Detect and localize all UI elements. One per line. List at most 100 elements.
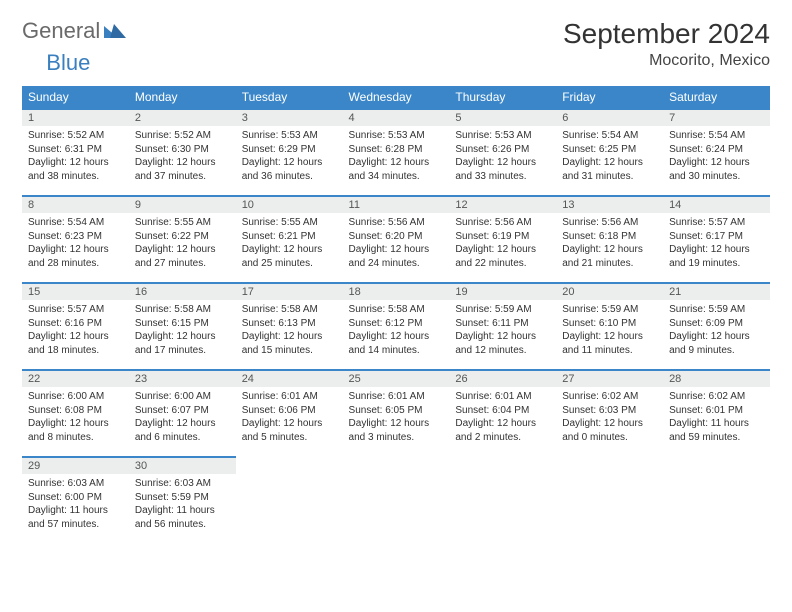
day-number: 15 — [22, 284, 129, 300]
day-d2: and 6 minutes. — [135, 431, 230, 445]
day-d2: and 15 minutes. — [242, 344, 337, 358]
day-details: Sunrise: 5:52 AMSunset: 6:31 PMDaylight:… — [22, 126, 129, 195]
day-number: 27 — [556, 371, 663, 387]
location-label: Mocorito, Mexico — [563, 52, 770, 70]
day-number: 22 — [22, 371, 129, 387]
day-d1: Daylight: 11 hours — [135, 504, 230, 518]
day-cell: 22Sunrise: 6:00 AMSunset: 6:08 PMDayligh… — [22, 370, 129, 457]
day-cell: 20Sunrise: 5:59 AMSunset: 6:10 PMDayligh… — [556, 283, 663, 370]
day-details: Sunrise: 6:02 AMSunset: 6:01 PMDaylight:… — [663, 387, 770, 456]
day-d1: Daylight: 12 hours — [242, 156, 337, 170]
day-sr: Sunrise: 6:01 AM — [242, 390, 337, 404]
day-number: 4 — [343, 110, 450, 126]
day-d2: and 8 minutes. — [28, 431, 123, 445]
day-d1: Daylight: 12 hours — [669, 156, 764, 170]
day-cell: 24Sunrise: 6:01 AMSunset: 6:06 PMDayligh… — [236, 370, 343, 457]
day-number: 25 — [343, 371, 450, 387]
day-d2: and 3 minutes. — [349, 431, 444, 445]
day-cell: 6Sunrise: 5:54 AMSunset: 6:25 PMDaylight… — [556, 109, 663, 196]
day-header: Thursday — [449, 86, 556, 109]
day-d2: and 57 minutes. — [28, 518, 123, 532]
day-d2: and 30 minutes. — [669, 170, 764, 184]
day-d2: and 0 minutes. — [562, 431, 657, 445]
day-sr: Sunrise: 5:58 AM — [349, 303, 444, 317]
day-cell: 19Sunrise: 5:59 AMSunset: 6:11 PMDayligh… — [449, 283, 556, 370]
day-number: 6 — [556, 110, 663, 126]
day-d2: and 28 minutes. — [28, 257, 123, 271]
day-cell: 3Sunrise: 5:53 AMSunset: 6:29 PMDaylight… — [236, 109, 343, 196]
calendar-table: Sunday Monday Tuesday Wednesday Thursday… — [22, 86, 770, 543]
day-ss: Sunset: 6:13 PM — [242, 317, 337, 331]
day-sr: Sunrise: 6:01 AM — [455, 390, 550, 404]
day-header-row: Sunday Monday Tuesday Wednesday Thursday… — [22, 86, 770, 109]
day-number: 16 — [129, 284, 236, 300]
week-row: 1Sunrise: 5:52 AMSunset: 6:31 PMDaylight… — [22, 109, 770, 196]
brand-logo: General — [22, 18, 126, 44]
day-d2: and 59 minutes. — [669, 431, 764, 445]
day-sr: Sunrise: 5:55 AM — [135, 216, 230, 230]
day-ss: Sunset: 6:28 PM — [349, 143, 444, 157]
day-d1: Daylight: 12 hours — [562, 243, 657, 257]
day-ss: Sunset: 6:25 PM — [562, 143, 657, 157]
day-d1: Daylight: 12 hours — [28, 156, 123, 170]
day-sr: Sunrise: 5:55 AM — [242, 216, 337, 230]
day-sr: Sunrise: 5:59 AM — [669, 303, 764, 317]
day-details: Sunrise: 5:52 AMSunset: 6:30 PMDaylight:… — [129, 126, 236, 195]
day-cell: 14Sunrise: 5:57 AMSunset: 6:17 PMDayligh… — [663, 196, 770, 283]
week-row: 22Sunrise: 6:00 AMSunset: 6:08 PMDayligh… — [22, 370, 770, 457]
day-cell: 21Sunrise: 5:59 AMSunset: 6:09 PMDayligh… — [663, 283, 770, 370]
day-ss: Sunset: 6:20 PM — [349, 230, 444, 244]
day-details: Sunrise: 5:58 AMSunset: 6:15 PMDaylight:… — [129, 300, 236, 369]
day-number: 2 — [129, 110, 236, 126]
day-number: 8 — [22, 197, 129, 213]
day-cell: 23Sunrise: 6:00 AMSunset: 6:07 PMDayligh… — [129, 370, 236, 457]
day-sr: Sunrise: 5:56 AM — [455, 216, 550, 230]
day-ss: Sunset: 6:18 PM — [562, 230, 657, 244]
day-ss: Sunset: 6:24 PM — [669, 143, 764, 157]
day-details: Sunrise: 5:59 AMSunset: 6:10 PMDaylight:… — [556, 300, 663, 369]
day-cell: 25Sunrise: 6:01 AMSunset: 6:05 PMDayligh… — [343, 370, 450, 457]
day-ss: Sunset: 6:10 PM — [562, 317, 657, 331]
day-number: 1 — [22, 110, 129, 126]
day-number: 9 — [129, 197, 236, 213]
day-number: 29 — [22, 458, 129, 474]
day-d2: and 24 minutes. — [349, 257, 444, 271]
day-details: Sunrise: 5:57 AMSunset: 6:17 PMDaylight:… — [663, 213, 770, 282]
day-d2: and 11 minutes. — [562, 344, 657, 358]
day-d2: and 19 minutes. — [669, 257, 764, 271]
day-d1: Daylight: 12 hours — [562, 417, 657, 431]
day-details: Sunrise: 6:00 AMSunset: 6:07 PMDaylight:… — [129, 387, 236, 456]
day-ss: Sunset: 6:08 PM — [28, 404, 123, 418]
day-cell: 26Sunrise: 6:01 AMSunset: 6:04 PMDayligh… — [449, 370, 556, 457]
day-cell: 7Sunrise: 5:54 AMSunset: 6:24 PMDaylight… — [663, 109, 770, 196]
day-ss: Sunset: 6:11 PM — [455, 317, 550, 331]
day-cell: 10Sunrise: 5:55 AMSunset: 6:21 PMDayligh… — [236, 196, 343, 283]
day-ss: Sunset: 6:07 PM — [135, 404, 230, 418]
day-ss: Sunset: 6:21 PM — [242, 230, 337, 244]
day-d2: and 18 minutes. — [28, 344, 123, 358]
day-cell: 1Sunrise: 5:52 AMSunset: 6:31 PMDaylight… — [22, 109, 129, 196]
day-number: 7 — [663, 110, 770, 126]
day-sr: Sunrise: 5:56 AM — [562, 216, 657, 230]
day-d1: Daylight: 12 hours — [242, 243, 337, 257]
day-details: Sunrise: 5:53 AMSunset: 6:28 PMDaylight:… — [343, 126, 450, 195]
day-details: Sunrise: 5:57 AMSunset: 6:16 PMDaylight:… — [22, 300, 129, 369]
day-details: Sunrise: 6:02 AMSunset: 6:03 PMDaylight:… — [556, 387, 663, 456]
day-cell: 28Sunrise: 6:02 AMSunset: 6:01 PMDayligh… — [663, 370, 770, 457]
day-d1: Daylight: 12 hours — [562, 330, 657, 344]
day-ss: Sunset: 6:22 PM — [135, 230, 230, 244]
day-details: Sunrise: 5:59 AMSunset: 6:09 PMDaylight:… — [663, 300, 770, 369]
day-cell: 18Sunrise: 5:58 AMSunset: 6:12 PMDayligh… — [343, 283, 450, 370]
day-details: Sunrise: 5:56 AMSunset: 6:19 PMDaylight:… — [449, 213, 556, 282]
day-cell: 5Sunrise: 5:53 AMSunset: 6:26 PMDaylight… — [449, 109, 556, 196]
day-sr: Sunrise: 5:57 AM — [28, 303, 123, 317]
day-sr: Sunrise: 5:59 AM — [562, 303, 657, 317]
day-cell: 15Sunrise: 5:57 AMSunset: 6:16 PMDayligh… — [22, 283, 129, 370]
day-ss: Sunset: 6:19 PM — [455, 230, 550, 244]
day-number: 14 — [663, 197, 770, 213]
day-d2: and 27 minutes. — [135, 257, 230, 271]
day-header: Saturday — [663, 86, 770, 109]
day-sr: Sunrise: 5:53 AM — [455, 129, 550, 143]
day-d2: and 12 minutes. — [455, 344, 550, 358]
month-title: September 2024 — [563, 18, 770, 50]
